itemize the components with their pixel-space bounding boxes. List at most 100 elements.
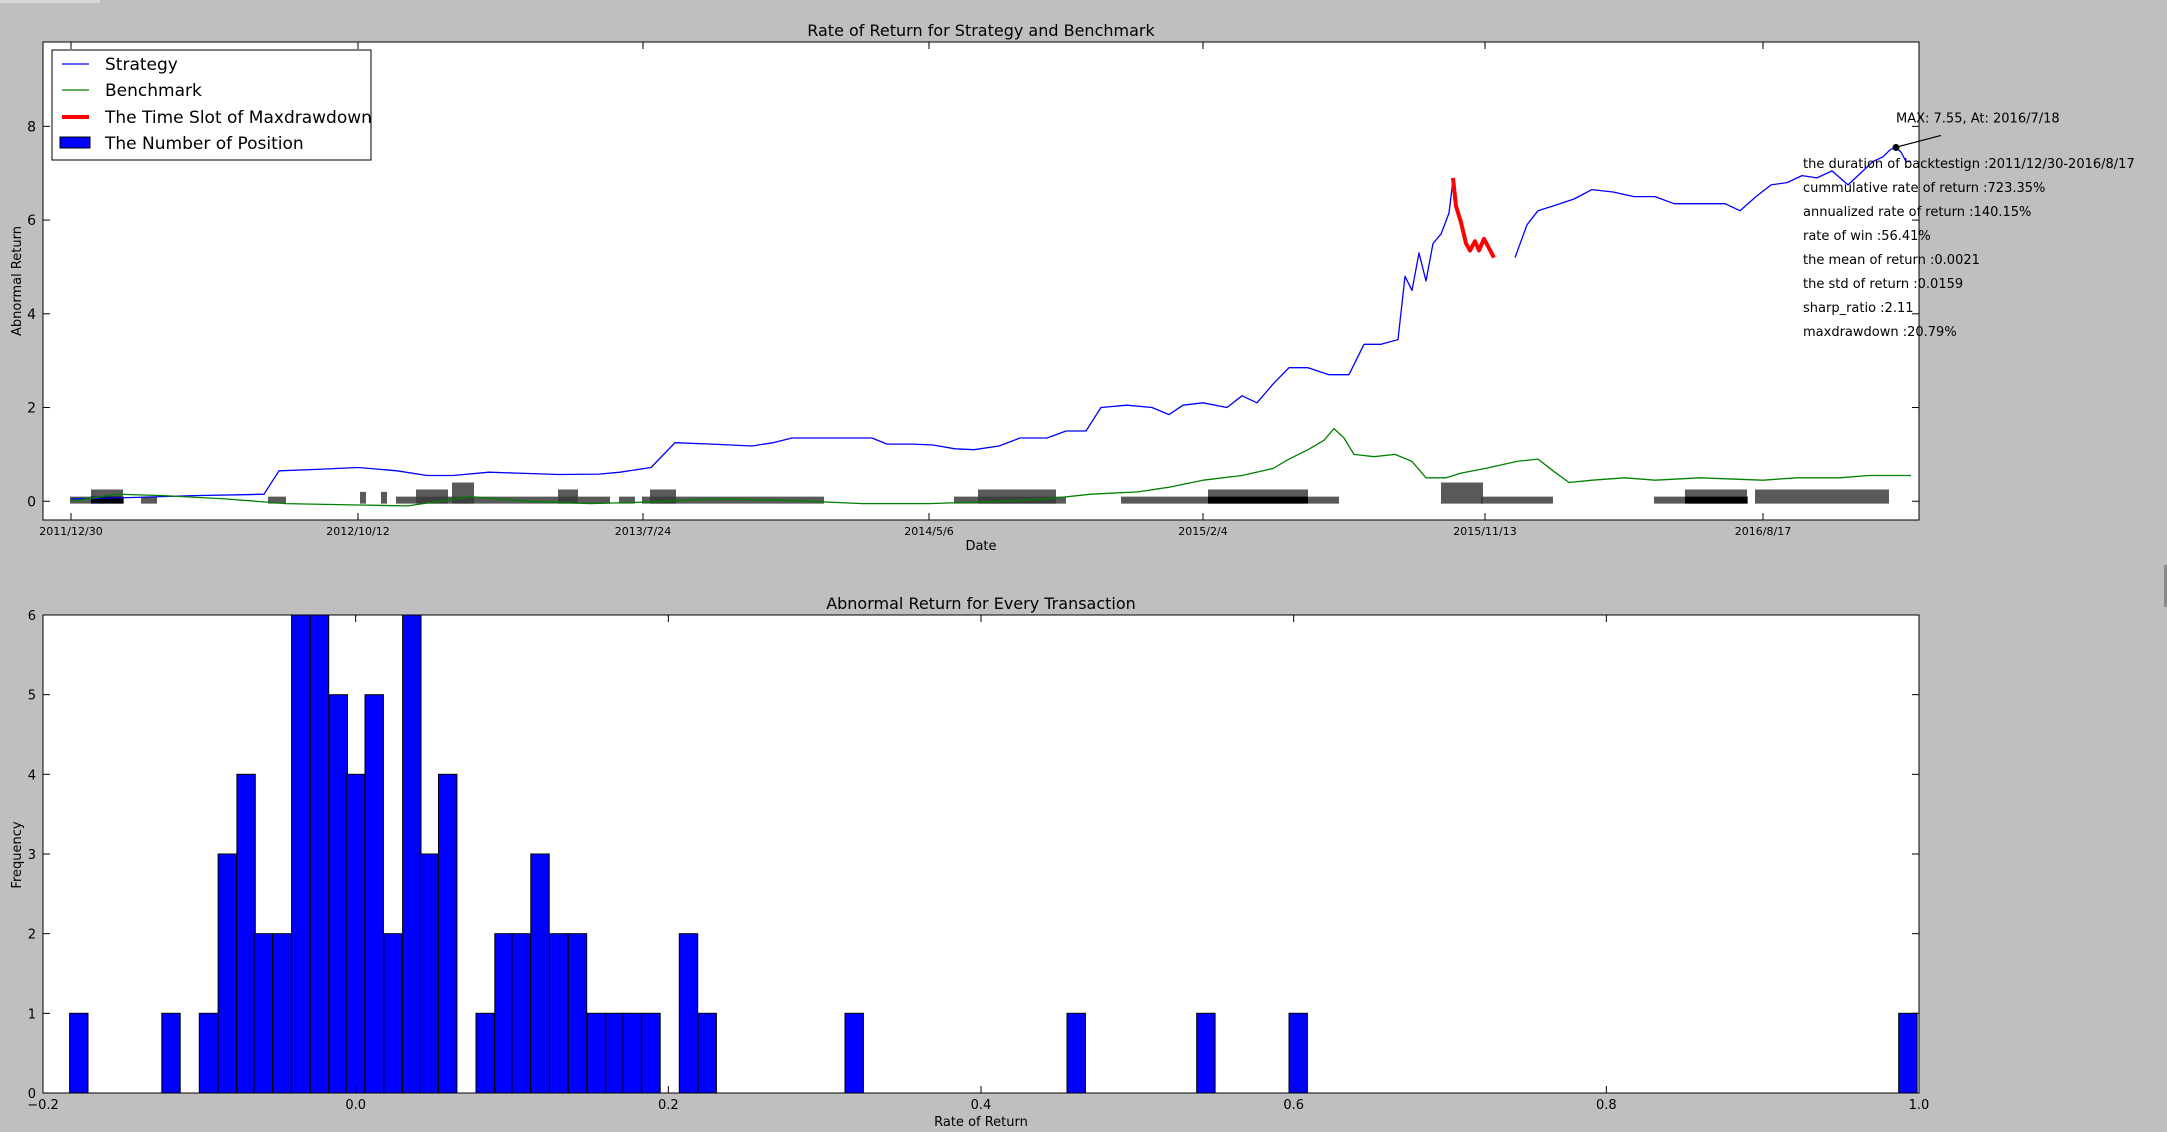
return-chart-series [70,146,1911,507]
stat-duration: the duration of backtestign :2011/12/30-… [1803,157,2135,172]
histogram-xlabel: Rate of Return [934,1115,1028,1130]
max-point-marker [1892,143,1900,151]
return-chart-x-ticks: 2011/12/30 2012/10/12 2013/7/24 2014/5/6 201… [39,42,1791,538]
histogram-bar [383,933,403,1094]
histogram-bar [438,773,458,1094]
y-tick-label: 6 [28,609,36,624]
legend-label-benchmark: Benchmark [105,81,202,101]
histogram-bar [419,853,439,1094]
stat-std-return: the std of return :0.0159 [1803,277,1963,292]
histogram-bar [1196,1012,1216,1094]
benchmark-line [70,427,1911,507]
window-tab-edge [0,0,100,3]
x-tick-label: 2013/7/24 [615,525,671,538]
legend-label-positions: The Number of Position [104,134,304,154]
return-chart: Rate of Return for Strategy and Benchmar… [10,21,2135,554]
position-bar-group [650,489,676,504]
y-tick-label: 3 [28,848,36,863]
stat-sharpe-ratio: sharp_ratio :2.11 [1803,301,1914,316]
backtest-stats: the duration of backtestign :2011/12/30-… [1803,157,2135,340]
x-tick-label: 0.2 [658,1098,679,1113]
histogram-bar [328,694,349,1094]
strategy-line [70,180,1454,500]
histogram-title: Abnormal Return for Every Transaction [826,594,1136,613]
position-bar-group [141,496,157,504]
histogram-bar [69,1012,89,1094]
histogram-bar [309,614,330,1094]
x-tick-label: −0.2 [27,1098,59,1113]
x-tick-label: 0.0 [345,1098,366,1113]
stat-annualized-return: annualized rate of return :140.15% [1803,205,2031,220]
position-bar-group [1654,496,1748,504]
position-bar-group [381,491,387,504]
x-tick-label: 2015/2/4 [1178,525,1227,538]
legend-label-strategy: Strategy [105,55,178,75]
position-bar-group [1441,482,1483,504]
histogram-bar [345,773,366,1094]
histogram-bar [641,1012,661,1094]
stat-maxdrawdown: maxdrawdown :20.79% [1803,325,1957,340]
y-tick-label: 1 [28,1007,36,1022]
position-bar-group [416,489,448,504]
stat-cumulative-return: cummulative rate of return :723.35% [1803,181,2045,196]
histogram-bar [253,933,274,1094]
max-annotation: MAX: 7.55, At: 2016/7/18 [1892,112,2060,151]
max-annotation-text: MAX: 7.55, At: 2016/7/18 [1896,112,2060,127]
x-tick-label: 0.6 [1283,1098,1304,1113]
histogram-bar [217,853,238,1094]
stat-win-rate: rate of win :56.41% [1803,229,1931,244]
y-tick-label: 2 [28,928,36,943]
histogram-bar [622,1012,642,1094]
position-bar-group [1121,496,1339,504]
histogram-bar [844,1012,864,1094]
position-bar-group [558,489,578,504]
legend-box [51,49,372,161]
legend: Strategy Benchmark The Time Slot of Maxd… [51,49,372,161]
position-bar-group [1755,489,1889,504]
y-tick-label: 4 [28,768,36,783]
strategy-line-continued [1514,146,1911,258]
y-tick-label: 4 [27,307,36,323]
x-tick-label: 1.0 [1909,1098,1930,1113]
histogram-bar [272,933,292,1094]
y-tick-label: 2 [27,401,36,417]
return-chart-title: Rate of Return for Strategy and Benchmar… [807,21,1155,40]
x-tick-label: 2011/12/30 [39,525,102,538]
return-chart-ylabel: Abnormal Return [10,226,25,336]
x-tick-label: 2012/10/12 [326,525,389,538]
position-bar-group [1481,496,1553,504]
histogram-bar [678,933,699,1094]
max-annotation-arrow [1898,134,1942,148]
histogram-bar [697,1012,717,1094]
x-tick-label: 2014/5/6 [904,525,953,538]
y-tick-label: 5 [28,689,36,704]
legend-swatch-positions [59,136,91,149]
return-chart-xlabel: Date [965,539,996,554]
histogram-ylabel: Frequency [10,821,25,888]
x-tick-label: 0.4 [971,1098,992,1113]
position-bar-group [1208,489,1308,504]
histogram-y-ticks: 0 1 2 3 4 5 6 [28,609,1919,1102]
stat-mean-return: the mean of return :0.0021 [1803,253,1980,268]
y-tick-label: 6 [27,213,36,229]
histogram-bar [402,614,422,1094]
x-tick-label: 0.8 [1596,1098,1617,1113]
histogram-bar [567,933,588,1094]
position-bar-group [452,482,474,504]
histogram-bar [511,933,531,1094]
histogram-bar [236,773,256,1094]
histogram-bar [549,933,569,1094]
histogram-bar [1288,1012,1308,1094]
histogram-bar [605,1012,625,1094]
position-bar-group [268,496,286,504]
position-bar-group [619,496,635,504]
histogram-bar [586,1012,606,1094]
y-tick-label: 8 [27,119,36,135]
histogram-bar [530,853,550,1094]
histogram-bar [494,933,514,1094]
x-tick-label: 2015/11/13 [1453,525,1516,538]
histogram-bar [1066,1012,1086,1094]
histogram-bar [291,614,311,1094]
histogram-x-ticks: −0.2 0.0 0.2 0.4 0.6 0.8 1.0 [27,615,1929,1113]
